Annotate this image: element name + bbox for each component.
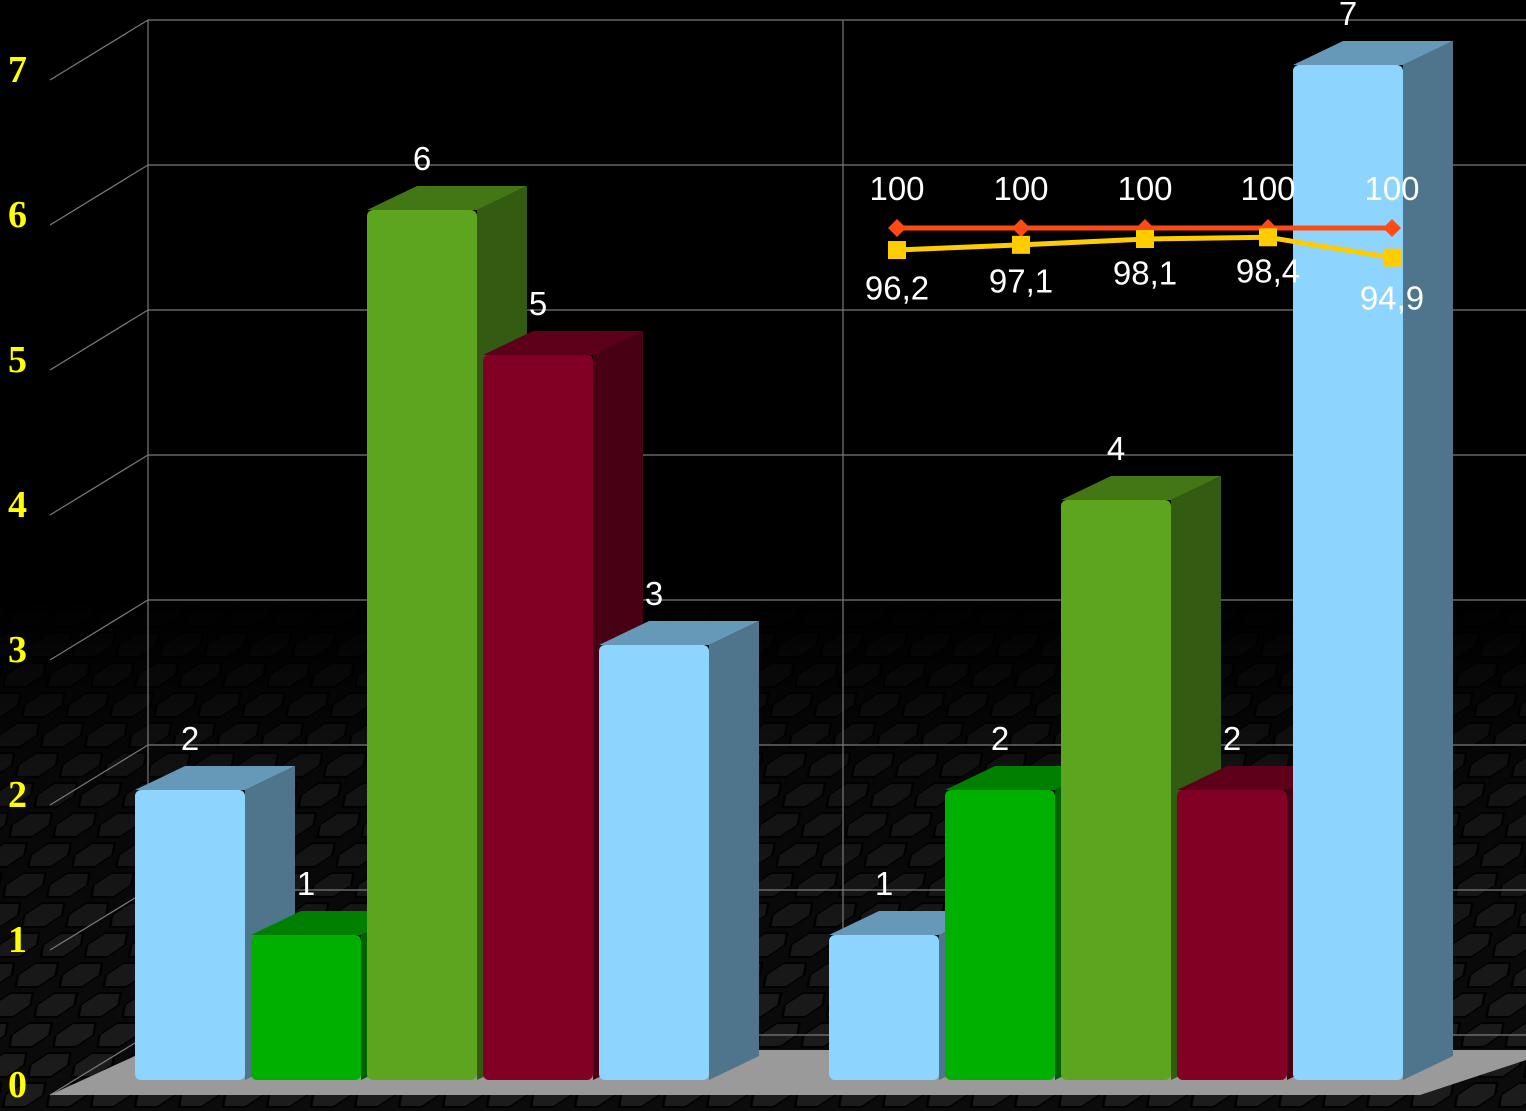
point-data-label: 97,1	[989, 262, 1053, 299]
series-point	[888, 219, 906, 237]
bar-data-label: 7	[1339, 0, 1357, 32]
bars: 2 1 6 5 3 1 2 4 2 7	[135, 0, 1453, 1080]
bar-data-label: 2	[991, 720, 1009, 757]
bar-data-label: 4	[1107, 430, 1125, 467]
point-data-label: 100	[869, 170, 924, 207]
point-data-label: 100	[993, 170, 1048, 207]
gridline-depth	[49, 599, 149, 661]
series-point	[1136, 230, 1154, 249]
point-data-label: 98,4	[1236, 252, 1300, 289]
point-data-label: 94,9	[1360, 280, 1424, 317]
y-tick-label: 6	[8, 194, 27, 236]
y-tick-label: 4	[8, 484, 27, 526]
gridline-depth	[49, 19, 149, 81]
point-data-label: 98,1	[1113, 255, 1177, 292]
series-point	[888, 241, 906, 260]
gridline-depth	[49, 1034, 149, 1096]
series-point	[1383, 219, 1401, 237]
series-point	[1012, 235, 1030, 254]
bar-data-label: 2	[181, 720, 199, 757]
gridline-depth	[49, 454, 149, 516]
bar	[599, 621, 759, 1080]
bar	[1293, 41, 1453, 1080]
series-point	[1383, 248, 1401, 267]
point-data-label: 96,2	[865, 269, 929, 306]
gridline-depth	[49, 309, 149, 371]
y-tick-label: 1	[8, 919, 27, 961]
bar-data-label: 1	[297, 865, 315, 902]
y-tick-label: 7	[8, 49, 27, 91]
series-point	[1012, 219, 1030, 237]
gridline-depth	[49, 744, 149, 806]
y-tick-label: 0	[8, 1064, 27, 1106]
gridline-depth	[49, 889, 149, 951]
y-tick-label: 5	[8, 339, 27, 381]
bar-data-label: 2	[1223, 720, 1241, 757]
point-data-label: 100	[1117, 170, 1172, 207]
bar-data-label: 6	[413, 140, 431, 177]
bar-data-label: 5	[529, 285, 547, 322]
line-series: 100 100 100 100 100 96,2 97,1 98,1 98,4 94,9	[865, 170, 1424, 317]
bar-data-label: 1	[875, 865, 893, 902]
gridline-depth	[49, 164, 149, 226]
y-axis-ticks: 0 1 2 3 4 5 6 7	[8, 49, 27, 1106]
point-data-label: 100	[1240, 170, 1295, 207]
series-point	[1259, 228, 1277, 247]
point-data-label: 100	[1364, 170, 1419, 207]
y-tick-label: 3	[8, 629, 27, 671]
bar-data-label: 3	[645, 575, 663, 612]
y-tick-label: 2	[8, 774, 27, 816]
